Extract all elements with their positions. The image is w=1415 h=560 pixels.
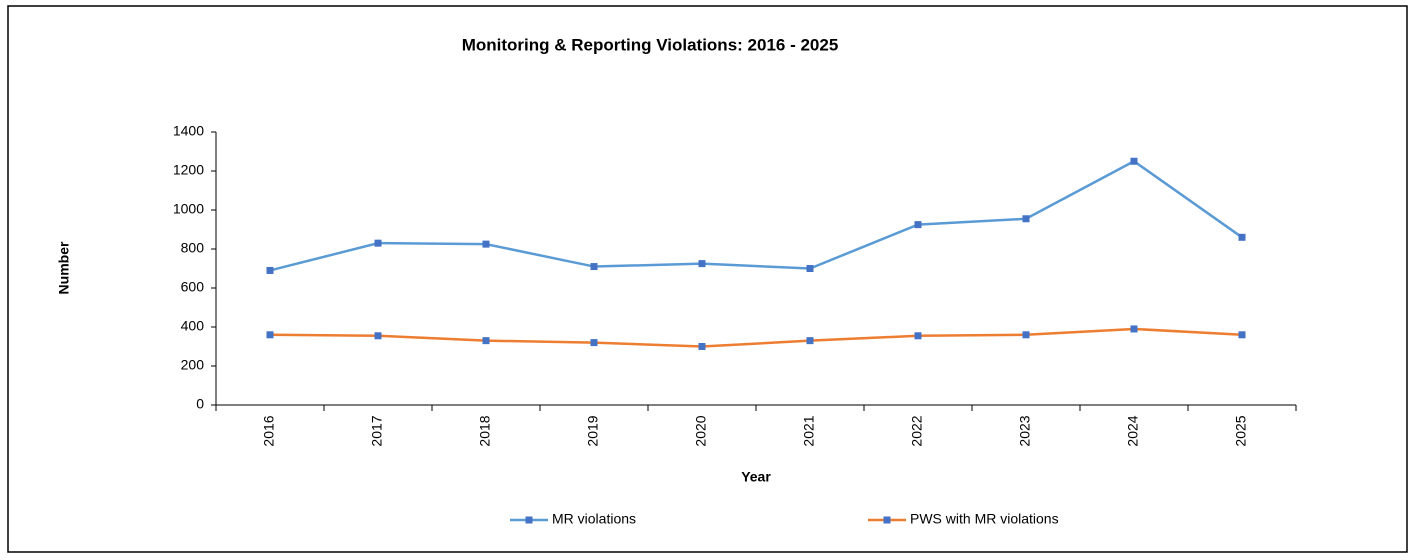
x-tick-label: 2019 xyxy=(585,415,601,446)
series-marker xyxy=(806,265,814,272)
y-tick-label: 1400 xyxy=(173,123,204,139)
y-tick-label: 600 xyxy=(181,279,205,295)
x-tick-label: 2023 xyxy=(1017,415,1033,446)
series-marker xyxy=(374,239,382,247)
series-marker xyxy=(806,337,814,345)
legend-label: MR violations xyxy=(552,511,636,527)
series-marker xyxy=(590,263,598,271)
series-marker xyxy=(482,240,490,248)
y-tick-label: 200 xyxy=(181,357,205,373)
legend-marker xyxy=(883,516,891,524)
series-marker xyxy=(1130,157,1138,165)
x-tick-label: 2017 xyxy=(369,415,385,446)
series-marker xyxy=(914,332,922,340)
x-axis-title: Year xyxy=(741,469,771,485)
x-tick-label: 2024 xyxy=(1125,415,1141,446)
series-marker xyxy=(1238,233,1246,241)
y-tick-label: 0 xyxy=(196,396,204,412)
y-tick-label: 1000 xyxy=(173,201,204,217)
series-marker xyxy=(1130,325,1138,333)
x-tick-label: 2021 xyxy=(801,415,817,446)
x-tick-label: 2022 xyxy=(909,415,925,446)
series-line xyxy=(269,327,1243,348)
legend-label: PWS with MR violations xyxy=(910,511,1059,527)
series-marker xyxy=(698,260,706,268)
series-marker xyxy=(1238,331,1246,339)
series-marker xyxy=(482,337,490,345)
x-tick-label: 2020 xyxy=(693,415,709,446)
x-tick-label: 2025 xyxy=(1233,415,1249,446)
series-marker xyxy=(1022,215,1030,223)
series-line xyxy=(269,159,1243,272)
series-marker xyxy=(1022,331,1030,339)
series-marker xyxy=(914,221,922,229)
series-marker xyxy=(590,339,598,347)
series-marker xyxy=(266,331,274,339)
x-tick-label: 2018 xyxy=(477,415,493,446)
x-tick-label: 2016 xyxy=(261,415,277,446)
y-tick-label: 800 xyxy=(181,240,205,256)
series-marker xyxy=(266,266,274,274)
series-marker xyxy=(374,332,382,340)
series-marker xyxy=(698,343,706,350)
y-tick-label: 1200 xyxy=(173,162,204,178)
chart-title: Monitoring & Reporting Violations: 2016 … xyxy=(462,35,839,54)
legend-marker xyxy=(525,516,533,524)
chart-border xyxy=(7,5,1408,553)
y-tick-label: 400 xyxy=(181,318,205,334)
y-axis-title: Number xyxy=(56,241,72,294)
